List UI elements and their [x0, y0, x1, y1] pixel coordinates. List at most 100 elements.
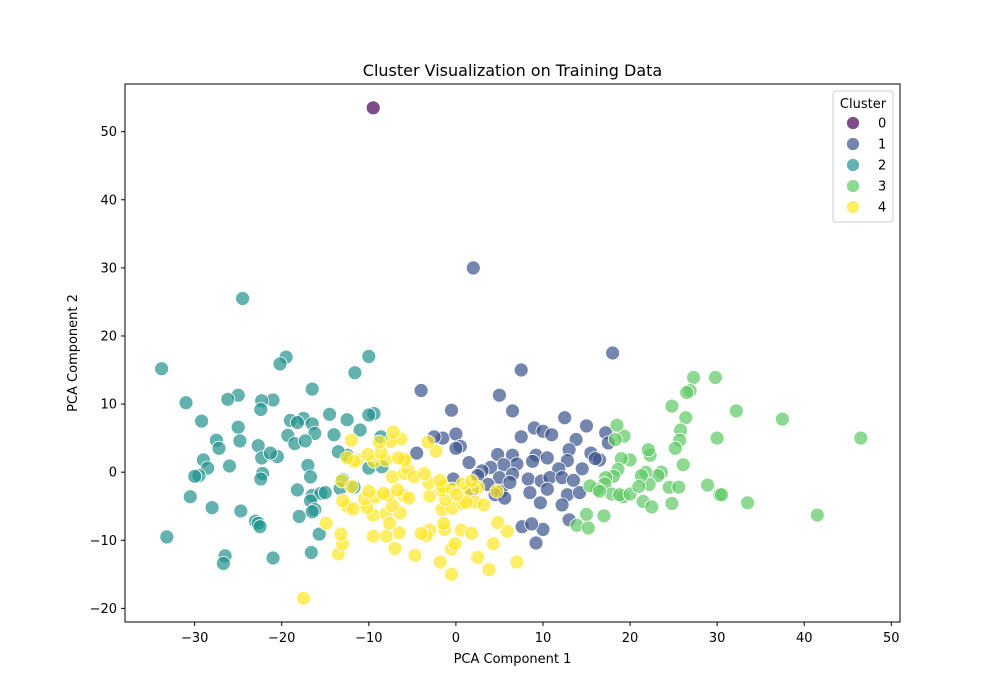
- chart-title: Cluster Visualization on Training Data: [363, 61, 662, 80]
- point-cluster-4: [407, 547, 423, 563]
- point-cluster-4: [490, 515, 506, 530]
- point-cluster-4: [444, 566, 459, 582]
- point-cluster-2: [303, 545, 319, 560]
- point-cluster-3: [809, 507, 825, 523]
- x-axis-label: PCA Component 1: [454, 652, 572, 667]
- point-cluster-2: [230, 419, 246, 435]
- point-cluster-2: [187, 468, 203, 484]
- point-cluster-2: [253, 471, 269, 487]
- point-cluster-1: [579, 418, 594, 434]
- point-cluster-1: [554, 497, 570, 513]
- point-cluster-4: [296, 590, 311, 606]
- point-cluster-2: [304, 504, 320, 520]
- legend-marker-2: [846, 158, 860, 172]
- point-cluster-1: [544, 427, 560, 443]
- point-cluster-4: [470, 549, 486, 565]
- point-cluster-2: [297, 433, 313, 449]
- point-cluster-3: [679, 385, 695, 400]
- x-tick-label: 30: [709, 631, 726, 646]
- point-cluster-2: [154, 361, 170, 377]
- legend-label-2: 2: [878, 159, 886, 174]
- point-cluster-3: [640, 442, 656, 458]
- y-tick-label: 20: [100, 329, 117, 344]
- legend-label-0: 0: [878, 117, 886, 132]
- point-cluster-2: [211, 440, 227, 456]
- point-cluster-4: [361, 483, 377, 499]
- point-cluster-3: [678, 410, 694, 426]
- point-cluster-4: [432, 472, 448, 488]
- point-cluster-2: [291, 509, 307, 524]
- point-cluster-3: [700, 477, 715, 493]
- point-cluster-1: [413, 383, 429, 398]
- point-cluster-3: [728, 403, 744, 419]
- point-cluster-4: [339, 450, 355, 466]
- point-cluster-3: [686, 370, 701, 385]
- legend-label-4: 4: [878, 201, 886, 216]
- point-cluster-2: [220, 391, 236, 407]
- point-cluster-1: [568, 432, 584, 447]
- point-cluster-2: [182, 489, 198, 505]
- point-cluster-3: [667, 440, 683, 456]
- legend-marker-4: [846, 200, 860, 214]
- y-tick-label: 0: [109, 466, 117, 481]
- point-cluster-4: [385, 424, 401, 440]
- point-cluster-4: [420, 434, 436, 450]
- point-cluster-2: [252, 519, 268, 535]
- x-tick-label: 0: [452, 631, 460, 646]
- point-cluster-1: [524, 516, 540, 532]
- point-cluster-2: [222, 458, 237, 474]
- point-cluster-2: [289, 482, 305, 498]
- point-cluster-4: [447, 536, 463, 552]
- point-cluster-2: [326, 427, 342, 443]
- point-cluster-1: [605, 345, 620, 361]
- point-cluster-4: [335, 493, 351, 509]
- point-cluster-4: [401, 490, 417, 506]
- legend: Cluster 0 1 2 3 4: [832, 90, 894, 223]
- point-cluster-4: [318, 515, 334, 531]
- point-cluster-3: [740, 495, 755, 511]
- point-cluster-2: [204, 500, 220, 516]
- point-cluster-4: [376, 485, 392, 501]
- point-cluster-0: [365, 100, 381, 116]
- point-cluster-1: [525, 453, 540, 469]
- point-cluster-4: [371, 434, 387, 450]
- point-cluster-1: [557, 410, 573, 426]
- point-cluster-1: [465, 260, 481, 276]
- point-cluster-2: [289, 415, 305, 430]
- point-cluster-3: [671, 479, 687, 495]
- point-cluster-4: [464, 526, 480, 541]
- x-tick-label: −10: [355, 631, 382, 646]
- point-cluster-4: [417, 466, 433, 481]
- points-layer: [154, 100, 869, 606]
- point-cluster-2: [265, 550, 281, 566]
- point-cluster-4: [481, 562, 497, 577]
- point-cluster-2: [178, 395, 194, 411]
- point-cluster-4: [413, 526, 429, 541]
- point-cluster-3: [596, 508, 612, 524]
- point-cluster-4: [365, 528, 381, 544]
- point-cluster-4: [333, 526, 349, 542]
- point-cluster-1: [461, 455, 477, 471]
- point-cluster-2: [317, 485, 333, 501]
- point-cluster-4: [360, 447, 376, 462]
- x-tick-label: 50: [883, 631, 900, 646]
- point-cluster-4: [343, 432, 359, 448]
- point-cluster-2: [311, 526, 327, 542]
- point-cluster-1: [587, 451, 603, 467]
- point-cluster-3: [714, 487, 729, 503]
- x-tick-label: 40: [796, 631, 813, 646]
- point-cluster-3: [709, 430, 725, 446]
- plot-frame: [124, 83, 901, 623]
- point-cluster-2: [361, 407, 377, 423]
- legend-marker-3: [846, 179, 860, 193]
- point-cluster-4: [489, 483, 505, 499]
- point-cluster-4: [432, 554, 448, 570]
- point-cluster-4: [476, 497, 492, 513]
- x-tick-label: −20: [268, 631, 295, 646]
- point-cluster-4: [436, 515, 452, 531]
- point-cluster-2: [361, 348, 377, 364]
- point-cluster-1: [409, 445, 425, 461]
- y-tick-label: 10: [100, 398, 117, 413]
- point-cluster-3: [644, 499, 660, 515]
